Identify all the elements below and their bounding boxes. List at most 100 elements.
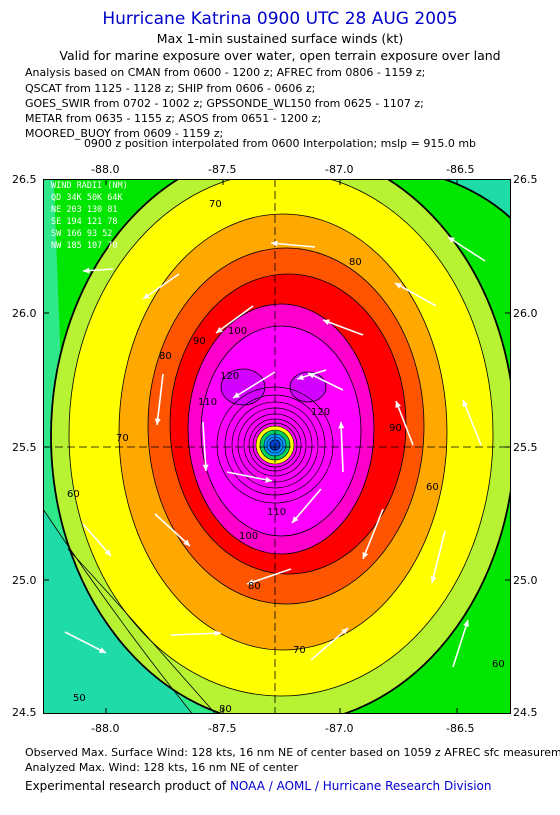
- wind-vector-head: [430, 576, 437, 583]
- contour-label: 60: [492, 659, 505, 670]
- map-subtitle: Max 1-min sustained surface winds (kt): [156, 31, 404, 46]
- wind-vector-head: [214, 630, 221, 637]
- contour-label: 60: [426, 482, 439, 493]
- interpolation-note: 0900 z position interpolated from 0600 I…: [83, 137, 477, 150]
- wind-vector: [431, 530, 446, 584]
- credit-prefix: Experimental research product of: [25, 779, 227, 793]
- wind-vector: [447, 236, 486, 262]
- contour-label: 110: [267, 507, 286, 518]
- lat-tick-label: 25.5: [513, 441, 538, 454]
- wind-vector-head: [183, 539, 190, 546]
- wind-vector: [215, 305, 254, 334]
- wind-vector: [322, 319, 364, 336]
- contour-label: 90: [389, 423, 402, 434]
- wind-vector-head: [154, 418, 161, 425]
- analyzed-max-wind: Analyzed Max. Wind: 128 kts, 16 nm NE of…: [25, 761, 299, 774]
- lon-tick-label: -88.0: [91, 722, 120, 735]
- lon-tick-label: -87.0: [325, 163, 354, 176]
- contour-labels: 70 80 90 100 110 120 60 50 80 70 90 60 1…: [67, 199, 505, 714]
- wind-vector-head: [216, 326, 223, 333]
- wind-vector: [246, 568, 292, 585]
- wind-max-core: [221, 369, 265, 405]
- lon-tick-label: -87.5: [208, 722, 237, 735]
- wind-vector-head: [99, 647, 106, 653]
- wind-vector-head: [308, 373, 315, 379]
- wind-vector-head: [463, 620, 469, 627]
- analysis-line: QSCAT from 1125 - 1128 z; SHIP from 0606…: [25, 82, 316, 95]
- wind-vector: [452, 619, 469, 668]
- contour-label: 120: [220, 371, 239, 382]
- wind-vector: [291, 488, 322, 524]
- contour-label: 60: [67, 489, 80, 500]
- wind-vector-head: [323, 319, 330, 326]
- contour-label: 70: [209, 199, 222, 210]
- lat-tick-label: 25.0: [12, 574, 37, 587]
- wind-vectors: [64, 236, 486, 668]
- lon-tick-label: -88.0: [91, 163, 120, 176]
- wind-vector: [362, 508, 384, 560]
- wind-vector-head: [297, 374, 304, 381]
- wind-vector-head: [83, 267, 90, 274]
- wind-vector-head: [362, 552, 369, 559]
- wind-vector-head: [271, 240, 278, 247]
- wind-vector-head: [202, 464, 209, 471]
- contour-label: 70: [293, 645, 306, 656]
- wind-vector: [270, 242, 316, 248]
- lon-tick-label: -86.5: [446, 722, 475, 735]
- wind-vector-head: [104, 549, 111, 556]
- wind-vector: [395, 400, 414, 446]
- wind-vector: [154, 513, 191, 547]
- wind-radii-header: QD 34K 50K 64K: [51, 193, 124, 203]
- wind-vector: [310, 627, 349, 661]
- hrd-link[interactable]: NOAA / AOML / Hurricane Research Divisio…: [229, 779, 492, 793]
- wind-radii-table: WIND RADII (NM) QD 34K 50K 64K NE 203 13…: [51, 181, 128, 251]
- lat-tick-label: 26.5: [12, 173, 37, 186]
- wind-vector: [232, 371, 276, 399]
- wind-vector: [394, 282, 437, 307]
- contour-label: 80: [219, 704, 232, 714]
- lat-tick-label: 25.0: [513, 574, 538, 587]
- wind-vector-head: [143, 292, 150, 299]
- axis-ticks: [43, 179, 511, 714]
- contour-label: 110: [198, 397, 217, 408]
- lat-tick-label: 25.5: [12, 441, 37, 454]
- exposure-note: Valid for marine exposure over water, op…: [59, 48, 501, 63]
- wind-vector: [340, 421, 344, 473]
- lon-tick-label: -87.5: [208, 163, 237, 176]
- wind-vector: [64, 631, 107, 654]
- wind-vector: [170, 632, 222, 636]
- wind-vector-head: [448, 237, 455, 243]
- lon-tick-label: -86.5: [446, 163, 475, 176]
- lat-tick-label: 26.0: [12, 307, 37, 320]
- wind-field-map: 70 80 90 100 110 120 60 50 80 70 90 60 1…: [43, 179, 511, 714]
- wind-vector: [307, 372, 344, 391]
- wind-vector-head: [265, 476, 272, 483]
- wind-vector-head: [247, 579, 254, 585]
- contour-label: 100: [239, 531, 258, 542]
- wind-vector: [202, 421, 207, 472]
- lat-tick-label: 24.5: [12, 706, 37, 719]
- analysis-line: GOES_SWIR from 0702 - 1002 z; GPSSONDE_W…: [25, 97, 424, 110]
- contour-label: 70: [116, 433, 129, 444]
- wind-radii-row: SW 166 93 52: [51, 229, 112, 239]
- lat-tick-label: 26.0: [513, 307, 538, 320]
- wind-vector-head: [462, 400, 469, 407]
- wind-vector: [462, 399, 482, 446]
- wind-vector-head: [292, 516, 299, 523]
- wind-vector: [142, 273, 180, 300]
- wind-vector-head: [338, 422, 345, 429]
- analysis-line: Analysis based on CMAN from 0600 - 1200 …: [25, 66, 426, 79]
- lon-tick-label: -87.0: [325, 722, 354, 735]
- wind-radii-row: NW 185 107 70: [51, 241, 118, 251]
- wind-vector-head: [395, 283, 402, 289]
- contour-label: 80: [159, 351, 172, 362]
- analysis-line: METAR from 0635 - 1155 z; ASOS from 0651…: [25, 112, 322, 125]
- wind-vector: [82, 523, 112, 557]
- wind-vector-head: [341, 628, 348, 635]
- analysis-line: MOORED_BUOY from 0609 - 1159 z;: [25, 127, 224, 140]
- wind-vector-head: [395, 401, 402, 408]
- lat-tick-label: 26.5: [513, 173, 538, 186]
- isotach-lines: [43, 179, 511, 714]
- wind-vector: [156, 373, 164, 426]
- wind-vector: [226, 471, 273, 482]
